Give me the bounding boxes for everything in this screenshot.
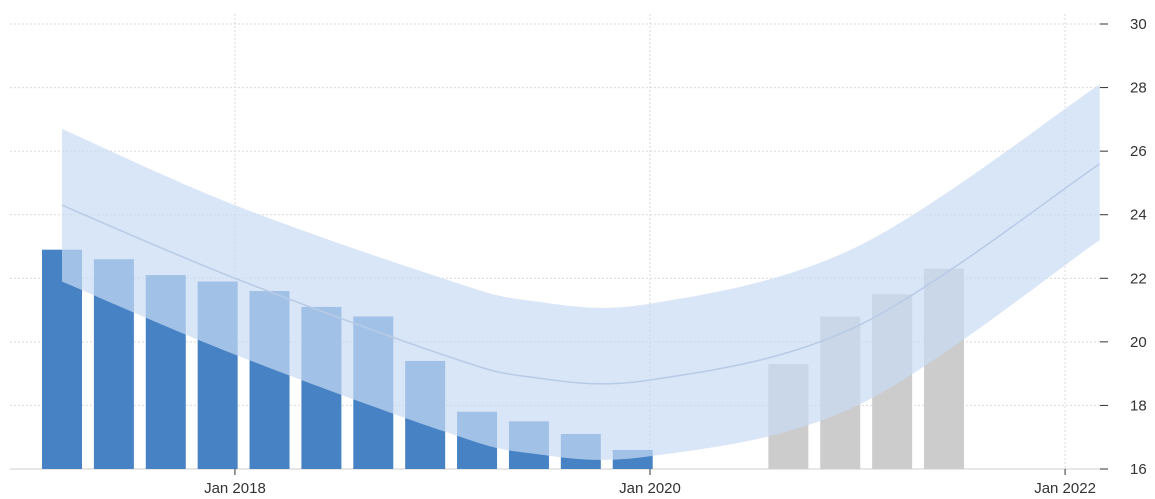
x-tick-label: Jan 2020 xyxy=(619,480,681,497)
x-tick-label: Jan 2018 xyxy=(204,480,266,497)
y-tick-label: 28 xyxy=(1130,80,1147,97)
y-tick-label: 20 xyxy=(1130,334,1147,351)
y-tick-label: 18 xyxy=(1130,397,1147,414)
trend-band-area xyxy=(62,84,1100,460)
x-axis: Jan 2018 Jan 2020 Jan 2022 xyxy=(204,469,1096,497)
y-tick-label: 26 xyxy=(1130,143,1147,160)
x-tick-label: Jan 2022 xyxy=(1034,480,1096,497)
y-tick-label: 30 xyxy=(1130,16,1147,33)
y-tick-label: 16 xyxy=(1130,461,1147,478)
y-tick-label: 22 xyxy=(1130,270,1147,287)
y-tick-label: 24 xyxy=(1130,207,1147,224)
trend-line xyxy=(61,163,1101,385)
y-axis: 16 18 20 22 24 26 28 30 xyxy=(1100,16,1147,478)
trend-band xyxy=(61,84,1101,460)
